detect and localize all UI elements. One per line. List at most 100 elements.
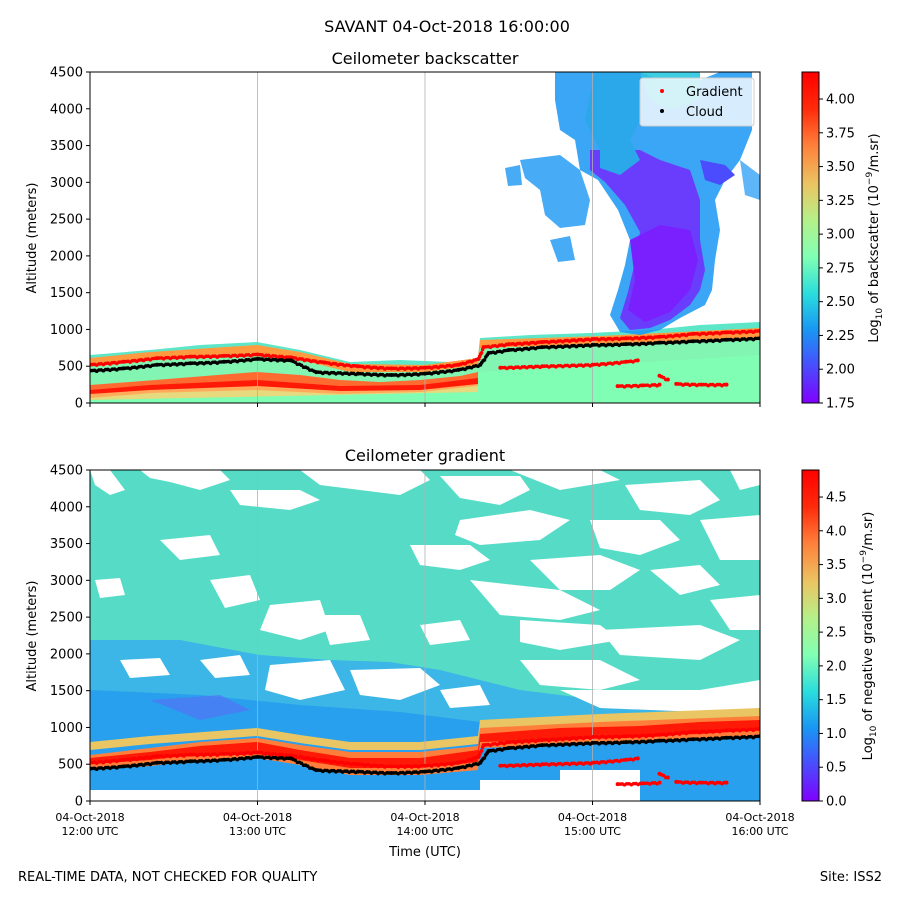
gradient-point [657,780,662,785]
y-tick-label: 500 [58,360,83,375]
colorbar-tick-label: 3.0 [826,592,847,607]
cloud-series [90,336,760,378]
gradient-series [674,381,729,388]
y-tick-label: 1500 [50,286,83,301]
marker-series [90,726,760,787]
colorbar-ticks: 1.75 2.00 2.25 2.50 2.75 3.00 3.25 3.50 3.75 4.00 [819,93,855,412]
gradient-series [90,328,760,372]
y-axis: 0 500 1000 1500 2000 2500 3000 3500 4000 4500 [50,464,90,810]
y-axis-label: Altitude (meters) [25,581,40,692]
colorbar-tick-label: 0.0 [826,795,847,810]
colorbar-tick-label: 4.0 [826,524,847,539]
colorbar-tick-label: 2.00 [826,363,855,378]
colorbar-tick-label: 1.0 [826,727,847,742]
gradient-point [665,775,670,780]
colorbar-tick-label: 2.25 [826,329,855,344]
gradient-series [615,780,662,787]
y-tick-label: 0 [75,795,83,810]
x-tick-date: 04-Oct-2018 [725,811,794,824]
gradient-point [635,756,640,761]
figure-title: SAVANT 04-Oct-2018 16:00:00 [324,17,570,36]
colorbar-tick-label: 2.75 [826,261,855,276]
legend-box [639,77,755,127]
legend: Gradient Cloud [639,77,755,127]
x-tick-date: 04-Oct-2018 [558,811,627,824]
gradient-point [635,358,640,363]
y-tick-label: 4500 [50,464,83,479]
y-tick-label: 500 [58,758,83,773]
gradient-point [657,382,662,387]
x-tick-date: 04-Oct-2018 [223,811,292,824]
gradient-series [90,726,760,770]
colorbar-tick-label: 3.5 [826,558,847,573]
x-tick-date: 04-Oct-2018 [390,811,459,824]
y-tick-label: 3500 [50,139,83,154]
colorbar-tick-label: 2.50 [826,295,855,310]
gradient-series [657,373,670,382]
gradient-series [657,771,670,780]
panel-title: Ceilometer backscatter [332,49,519,68]
colorbar-tick-label: 1.75 [826,397,855,412]
gradient-point [665,377,670,382]
gradient-series [615,382,662,389]
x-tick-time: 13:00 UTC [229,825,286,838]
gradient-point [724,780,729,785]
y-tick-label: 3000 [50,574,83,589]
x-tick-time: 14:00 UTC [396,825,453,838]
colorbar: 0.0 0.5 1.0 1.5 2.0 2.5 3.0 3.5 4.0 4.5 Log10 of … [801,469,879,810]
cloud-point [482,358,487,362]
y-tick-label: 4000 [50,500,83,515]
legend-gradient-label: Gradient [686,85,743,100]
colorbar-tick-label: 2.0 [826,659,847,674]
y-axis: 0 500 1000 1500 2000 2500 3000 3500 4000 4500 [50,66,90,412]
gradient-series [674,779,729,786]
gradient-point [479,749,484,753]
gradient-series [498,358,640,371]
y-tick-label: 0 [75,397,83,412]
colorbar-tick-label: 2.5 [826,626,847,641]
y-tick-label: 3500 [50,537,83,552]
x-axis-ticks [89,403,761,407]
gradient-series [498,756,640,769]
y-tick-label: 1000 [50,323,83,338]
y-tick-label: 1500 [50,684,83,699]
panel-backscatter: Ceilometer backscatter [25,49,885,412]
panel-gradient: Ceilometer gradient [25,446,879,860]
cloud-series [90,734,760,776]
colorbar-scale [801,469,820,802]
colorbar-label: Log10 of negative gradient (10−9/m.sr) [859,512,879,761]
gradient-point [724,382,729,387]
y-tick-label: 4500 [50,66,83,81]
site-label: Site: ISS2 [819,870,882,885]
x-tick-time: 16:00 UTC [731,825,788,838]
y-axis-label: Altitude (meters) [25,183,40,294]
colorbar-tick-label: 0.5 [826,761,847,776]
legend-cloud-label: Cloud [686,105,723,120]
colorbar: 1.75 2.00 2.25 2.50 2.75 3.00 3.25 3.50 3.75 4.00… [801,71,885,412]
colorbar-tick-label: 3.00 [826,228,855,243]
legend-gradient-marker [660,89,664,93]
colorbar-tick-label: 4.5 [826,491,847,506]
gradient-point [479,351,484,355]
y-tick-label: 2000 [50,249,83,264]
colorbar-scale [801,71,820,404]
y-tick-label: 2500 [50,611,83,626]
colorbar-label: Log10 of backscatter (10−9/m.sr) [865,133,885,342]
marker-series [90,328,760,389]
colorbar-tick-label: 3.75 [826,126,855,141]
x-gridlines [257,72,593,403]
colorbar-tick-label: 3.25 [826,194,855,209]
panel-title: Ceilometer gradient [345,446,505,465]
quality-disclaimer: REAL-TIME DATA, NOT CHECKED FOR QUALITY [18,870,318,885]
y-tick-label: 3000 [50,176,83,191]
legend-cloud-marker [660,109,664,113]
colorbar-tick-label: 3.50 [826,160,855,175]
y-tick-label: 1000 [50,721,83,736]
x-tick-time: 15:00 UTC [564,825,621,838]
cloud-point [482,756,487,760]
colorbar-tick-label: 4.00 [826,93,855,108]
x-tick-time: 12:00 UTC [61,825,118,838]
x-axis-label: Time (UTC) [388,845,461,860]
